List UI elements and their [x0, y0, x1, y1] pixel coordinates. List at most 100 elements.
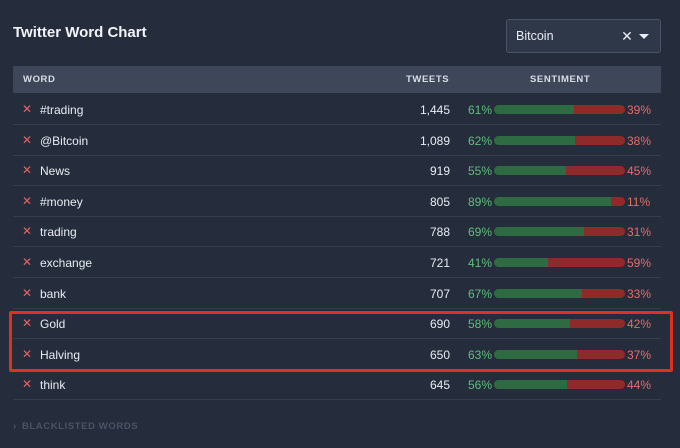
word-label: bank — [40, 286, 67, 301]
remove-word-icon[interactable]: ✕ — [22, 255, 33, 269]
tweet-count: 650 — [429, 347, 450, 362]
sentiment-bar — [494, 258, 625, 267]
negative-percent: 11% — [627, 194, 651, 209]
remove-word-icon[interactable]: ✕ — [22, 102, 33, 116]
sentiment-bar-positive — [494, 288, 582, 298]
positive-percent: 55% — [468, 164, 493, 179]
sentiment-bar — [494, 196, 625, 206]
word-label: trading — [40, 225, 77, 240]
remove-word-icon[interactable]: ✕ — [22, 224, 33, 239]
remove-word-icon[interactable]: ✕ — [22, 193, 33, 208]
tweet-count: 919 — [429, 164, 450, 179]
positive-percent: 89% — [468, 194, 493, 209]
sentiment-bar-positive — [494, 319, 570, 329]
table-row: ✕ #trading 1,445 61% 39% — [13, 94, 661, 125]
table-row: ✕ #money 805 89% 11% — [13, 186, 661, 217]
remove-word-icon[interactable]: ✕ — [22, 285, 33, 300]
word-label: #trading — [40, 103, 84, 117]
sentiment-bar-positive — [494, 196, 611, 206]
sentiment-bar — [494, 105, 625, 114]
negative-percent: 44% — [627, 378, 652, 393]
positive-percent: 61% — [468, 103, 493, 117]
chevron-right-icon: › — [13, 421, 17, 432]
table-row: ✕ Gold 690 58% 42% — [13, 308, 661, 340]
positive-percent: 69% — [468, 225, 493, 240]
word-label: think — [40, 378, 66, 393]
chevron-down-icon[interactable] — [639, 33, 649, 39]
blacklisted-words-label: BLACKLISTED WORDS — [21, 421, 139, 432]
topic-select[interactable]: Bitcoin ✕ — [506, 19, 661, 53]
table-row: ✕ News 919 55% 45% — [13, 155, 661, 187]
sentiment-bar-positive — [494, 349, 577, 359]
sentiment-bar-negative — [547, 258, 625, 267]
word-label: exchange — [40, 256, 93, 270]
sentiment-bar-negative — [567, 380, 625, 390]
sentiment-bar — [494, 288, 625, 298]
remove-word-icon[interactable]: ✕ — [22, 132, 33, 147]
table-row: ✕ think 645 56% 44% — [13, 369, 661, 401]
positive-percent: 56% — [468, 378, 493, 393]
sentiment-bar-positive — [494, 166, 567, 176]
negative-percent: 33% — [627, 286, 652, 301]
sentiment-bar — [494, 349, 625, 359]
positive-percent: 62% — [468, 133, 493, 148]
tweet-count: 690 — [429, 317, 450, 332]
word-label: @Bitcoin — [40, 133, 89, 148]
remove-word-icon[interactable]: ✕ — [22, 346, 33, 361]
sentiment-bar-positive — [494, 227, 585, 237]
table-header: WORD TWEETS SENTIMENT — [13, 66, 661, 93]
sentiment-bar — [494, 319, 625, 329]
positive-percent: 41% — [468, 256, 493, 270]
word-label: Gold — [40, 317, 66, 332]
positive-percent: 67% — [468, 286, 493, 301]
sentiment-bar-negative — [566, 166, 625, 176]
remove-word-icon[interactable]: ✕ — [22, 377, 33, 392]
clear-icon[interactable]: ✕ — [621, 27, 633, 44]
blacklisted-words-toggle[interactable]: › BLACKLISTED WORDS — [13, 421, 138, 432]
word-label: #money — [40, 194, 83, 209]
tweet-count: 721 — [429, 256, 450, 270]
sentiment-bar-positive — [494, 258, 548, 267]
sentiment-bar-negative — [576, 349, 625, 359]
negative-percent: 39% — [627, 103, 652, 117]
table-row: ✕ trading 788 69% 31% — [13, 216, 661, 248]
sentiment-bar-positive — [494, 135, 576, 145]
sentiment-bar — [494, 380, 625, 390]
negative-percent: 31% — [627, 225, 652, 240]
sentiment-bar-negative — [584, 227, 625, 237]
remove-word-icon[interactable]: ✕ — [22, 163, 33, 178]
word-label: Halving — [40, 347, 81, 362]
negative-percent: 45% — [627, 164, 652, 179]
negative-percent: 37% — [627, 347, 652, 362]
sentiment-bar — [494, 166, 625, 176]
column-header-word[interactable]: WORD — [23, 74, 56, 85]
tweet-count: 707 — [429, 286, 450, 301]
page-title: Twitter Word Chart — [13, 24, 147, 41]
column-header-sentiment[interactable]: SENTIMENT — [530, 74, 591, 85]
word-label: News — [40, 164, 71, 179]
tweet-count: 1,445 — [419, 103, 450, 117]
column-header-tweets[interactable]: TWEETS — [406, 74, 450, 85]
topic-select-value: Bitcoin — [516, 29, 554, 43]
table-row: ✕ Halving 650 63% 37% — [13, 339, 661, 370]
table-row: ✕ exchange 721 41% 59% — [13, 247, 661, 278]
sentiment-bar-positive — [494, 380, 568, 390]
tweet-count: 1,089 — [419, 133, 450, 148]
sentiment-bar — [494, 135, 625, 145]
negative-percent: 59% — [627, 256, 652, 270]
positive-percent: 58% — [468, 317, 493, 332]
remove-word-icon[interactable]: ✕ — [22, 316, 33, 331]
positive-percent: 63% — [468, 347, 493, 362]
table-row: ✕ bank 707 67% 33% — [13, 278, 661, 309]
tweet-count: 645 — [429, 378, 450, 393]
sentiment-bar — [494, 227, 625, 237]
sentiment-bar-negative — [575, 135, 625, 145]
table-row: ✕ @Bitcoin 1,089 62% 38% — [13, 125, 661, 156]
negative-percent: 38% — [627, 133, 652, 148]
negative-percent: 42% — [627, 317, 652, 332]
tweet-count: 805 — [429, 194, 450, 209]
sentiment-bar-negative — [569, 319, 625, 329]
sentiment-bar-positive — [494, 105, 574, 114]
sentiment-bar-negative — [573, 105, 625, 114]
tweet-count: 788 — [429, 225, 450, 240]
